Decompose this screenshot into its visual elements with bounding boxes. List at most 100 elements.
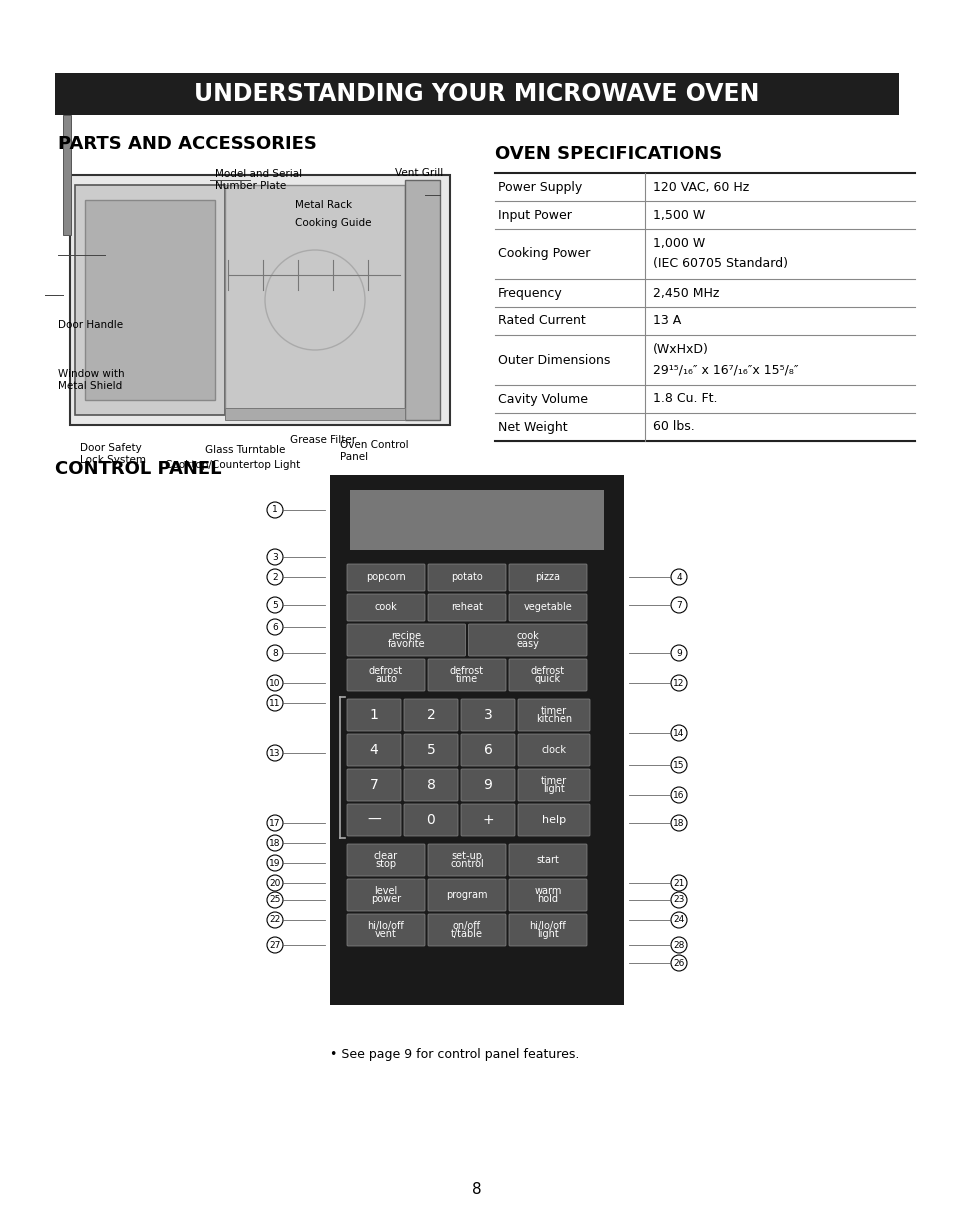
Text: 12: 12 bbox=[673, 679, 684, 687]
Text: Cooktop/Countertop Light: Cooktop/Countertop Light bbox=[165, 460, 300, 470]
Text: popcorn: popcorn bbox=[366, 572, 405, 582]
Bar bbox=[63, 115, 71, 235]
Text: defrost: defrost bbox=[369, 667, 402, 676]
FancyBboxPatch shape bbox=[517, 734, 589, 766]
Circle shape bbox=[670, 912, 686, 928]
FancyBboxPatch shape bbox=[350, 490, 603, 550]
Text: on/off: on/off bbox=[453, 921, 480, 931]
FancyBboxPatch shape bbox=[428, 879, 505, 911]
Text: 7: 7 bbox=[369, 778, 378, 793]
Text: 17: 17 bbox=[269, 818, 280, 828]
Text: 18: 18 bbox=[673, 818, 684, 828]
Text: 19: 19 bbox=[269, 859, 280, 867]
Text: Input Power: Input Power bbox=[497, 208, 571, 221]
Circle shape bbox=[670, 569, 686, 585]
FancyBboxPatch shape bbox=[347, 659, 424, 691]
Text: 3: 3 bbox=[483, 708, 492, 722]
Text: 120 VAC, 60 Hz: 120 VAC, 60 Hz bbox=[652, 181, 748, 193]
FancyBboxPatch shape bbox=[55, 73, 898, 115]
Text: auto: auto bbox=[375, 674, 396, 684]
Text: Cooking Guide: Cooking Guide bbox=[294, 218, 371, 227]
FancyBboxPatch shape bbox=[347, 879, 424, 911]
FancyBboxPatch shape bbox=[460, 769, 515, 801]
Text: Cooking Power: Cooking Power bbox=[497, 247, 590, 260]
FancyBboxPatch shape bbox=[403, 700, 457, 731]
Text: 28: 28 bbox=[673, 940, 684, 949]
Text: Door Safety
Lock System: Door Safety Lock System bbox=[80, 443, 146, 465]
Text: 14: 14 bbox=[673, 729, 684, 737]
Text: 5: 5 bbox=[426, 744, 435, 757]
Bar bbox=[225, 408, 405, 419]
Text: cook: cook bbox=[375, 603, 397, 613]
Text: Metal Rack: Metal Rack bbox=[294, 201, 352, 210]
Text: 1,000 W: 1,000 W bbox=[652, 237, 704, 251]
Text: Cavity Volume: Cavity Volume bbox=[497, 393, 587, 406]
Text: hi/lo/off: hi/lo/off bbox=[529, 921, 566, 931]
Bar bbox=[415, 276, 430, 289]
Text: 4: 4 bbox=[676, 572, 681, 581]
Text: 29¹⁵/₁₆″ x 16⁷/₁₆″x 15⁵/₈″: 29¹⁵/₁₆″ x 16⁷/₁₆″x 15⁵/₈″ bbox=[652, 363, 798, 377]
Text: UNDERSTANDING YOUR MICROWAVE OVEN: UNDERSTANDING YOUR MICROWAVE OVEN bbox=[194, 82, 759, 106]
Text: 6: 6 bbox=[483, 744, 492, 757]
Text: vegetable: vegetable bbox=[523, 603, 572, 613]
Text: recipe: recipe bbox=[391, 631, 421, 641]
FancyBboxPatch shape bbox=[403, 769, 457, 801]
Text: 2: 2 bbox=[426, 708, 435, 722]
Bar bbox=[415, 305, 430, 317]
Circle shape bbox=[670, 892, 686, 907]
Circle shape bbox=[267, 501, 283, 519]
Text: warm: warm bbox=[534, 887, 561, 896]
Circle shape bbox=[670, 874, 686, 892]
Text: 20: 20 bbox=[269, 878, 280, 888]
Text: 9: 9 bbox=[676, 648, 681, 658]
Text: favorite: favorite bbox=[387, 638, 425, 648]
Circle shape bbox=[670, 675, 686, 691]
Text: 22: 22 bbox=[269, 916, 280, 925]
Text: reheat: reheat bbox=[451, 603, 482, 613]
Text: level: level bbox=[374, 887, 397, 896]
FancyBboxPatch shape bbox=[70, 175, 450, 426]
Text: 27: 27 bbox=[269, 940, 280, 949]
Text: 8: 8 bbox=[472, 1183, 481, 1197]
FancyBboxPatch shape bbox=[347, 734, 400, 766]
Bar bbox=[415, 221, 430, 234]
Text: 3: 3 bbox=[272, 553, 277, 561]
Text: 13 A: 13 A bbox=[652, 314, 680, 328]
Text: 4: 4 bbox=[369, 744, 378, 757]
Text: 1.8 Cu. Ft.: 1.8 Cu. Ft. bbox=[652, 393, 717, 406]
Text: Rated Current: Rated Current bbox=[497, 314, 585, 328]
FancyBboxPatch shape bbox=[460, 734, 515, 766]
FancyBboxPatch shape bbox=[509, 659, 586, 691]
Text: light: light bbox=[542, 784, 564, 794]
FancyBboxPatch shape bbox=[460, 700, 515, 731]
Text: help: help bbox=[541, 815, 565, 826]
Bar bbox=[415, 249, 430, 260]
Circle shape bbox=[267, 892, 283, 907]
Text: • See page 9 for control panel features.: • See page 9 for control panel features. bbox=[330, 1048, 578, 1062]
Text: program: program bbox=[446, 890, 487, 900]
Text: 16: 16 bbox=[673, 790, 684, 800]
Text: start: start bbox=[536, 855, 558, 865]
FancyBboxPatch shape bbox=[468, 624, 586, 656]
Text: easy: easy bbox=[516, 638, 538, 648]
Text: 23: 23 bbox=[673, 895, 684, 905]
FancyBboxPatch shape bbox=[509, 564, 586, 591]
Circle shape bbox=[670, 645, 686, 660]
FancyBboxPatch shape bbox=[347, 624, 465, 656]
Text: clear: clear bbox=[374, 851, 397, 861]
Circle shape bbox=[267, 835, 283, 851]
Circle shape bbox=[267, 855, 283, 871]
Circle shape bbox=[670, 937, 686, 953]
Text: Glass Turntable: Glass Turntable bbox=[205, 445, 285, 455]
Circle shape bbox=[267, 597, 283, 613]
Text: 21: 21 bbox=[673, 878, 684, 888]
Circle shape bbox=[267, 745, 283, 761]
Text: Model and Serial
Number Plate: Model and Serial Number Plate bbox=[214, 169, 302, 191]
Circle shape bbox=[267, 569, 283, 585]
Text: Power Supply: Power Supply bbox=[497, 181, 581, 193]
Text: timer: timer bbox=[540, 706, 566, 717]
Circle shape bbox=[670, 597, 686, 613]
Circle shape bbox=[267, 937, 283, 953]
Text: Window with
Metal Shield: Window with Metal Shield bbox=[58, 369, 125, 391]
Text: 24: 24 bbox=[673, 916, 684, 925]
